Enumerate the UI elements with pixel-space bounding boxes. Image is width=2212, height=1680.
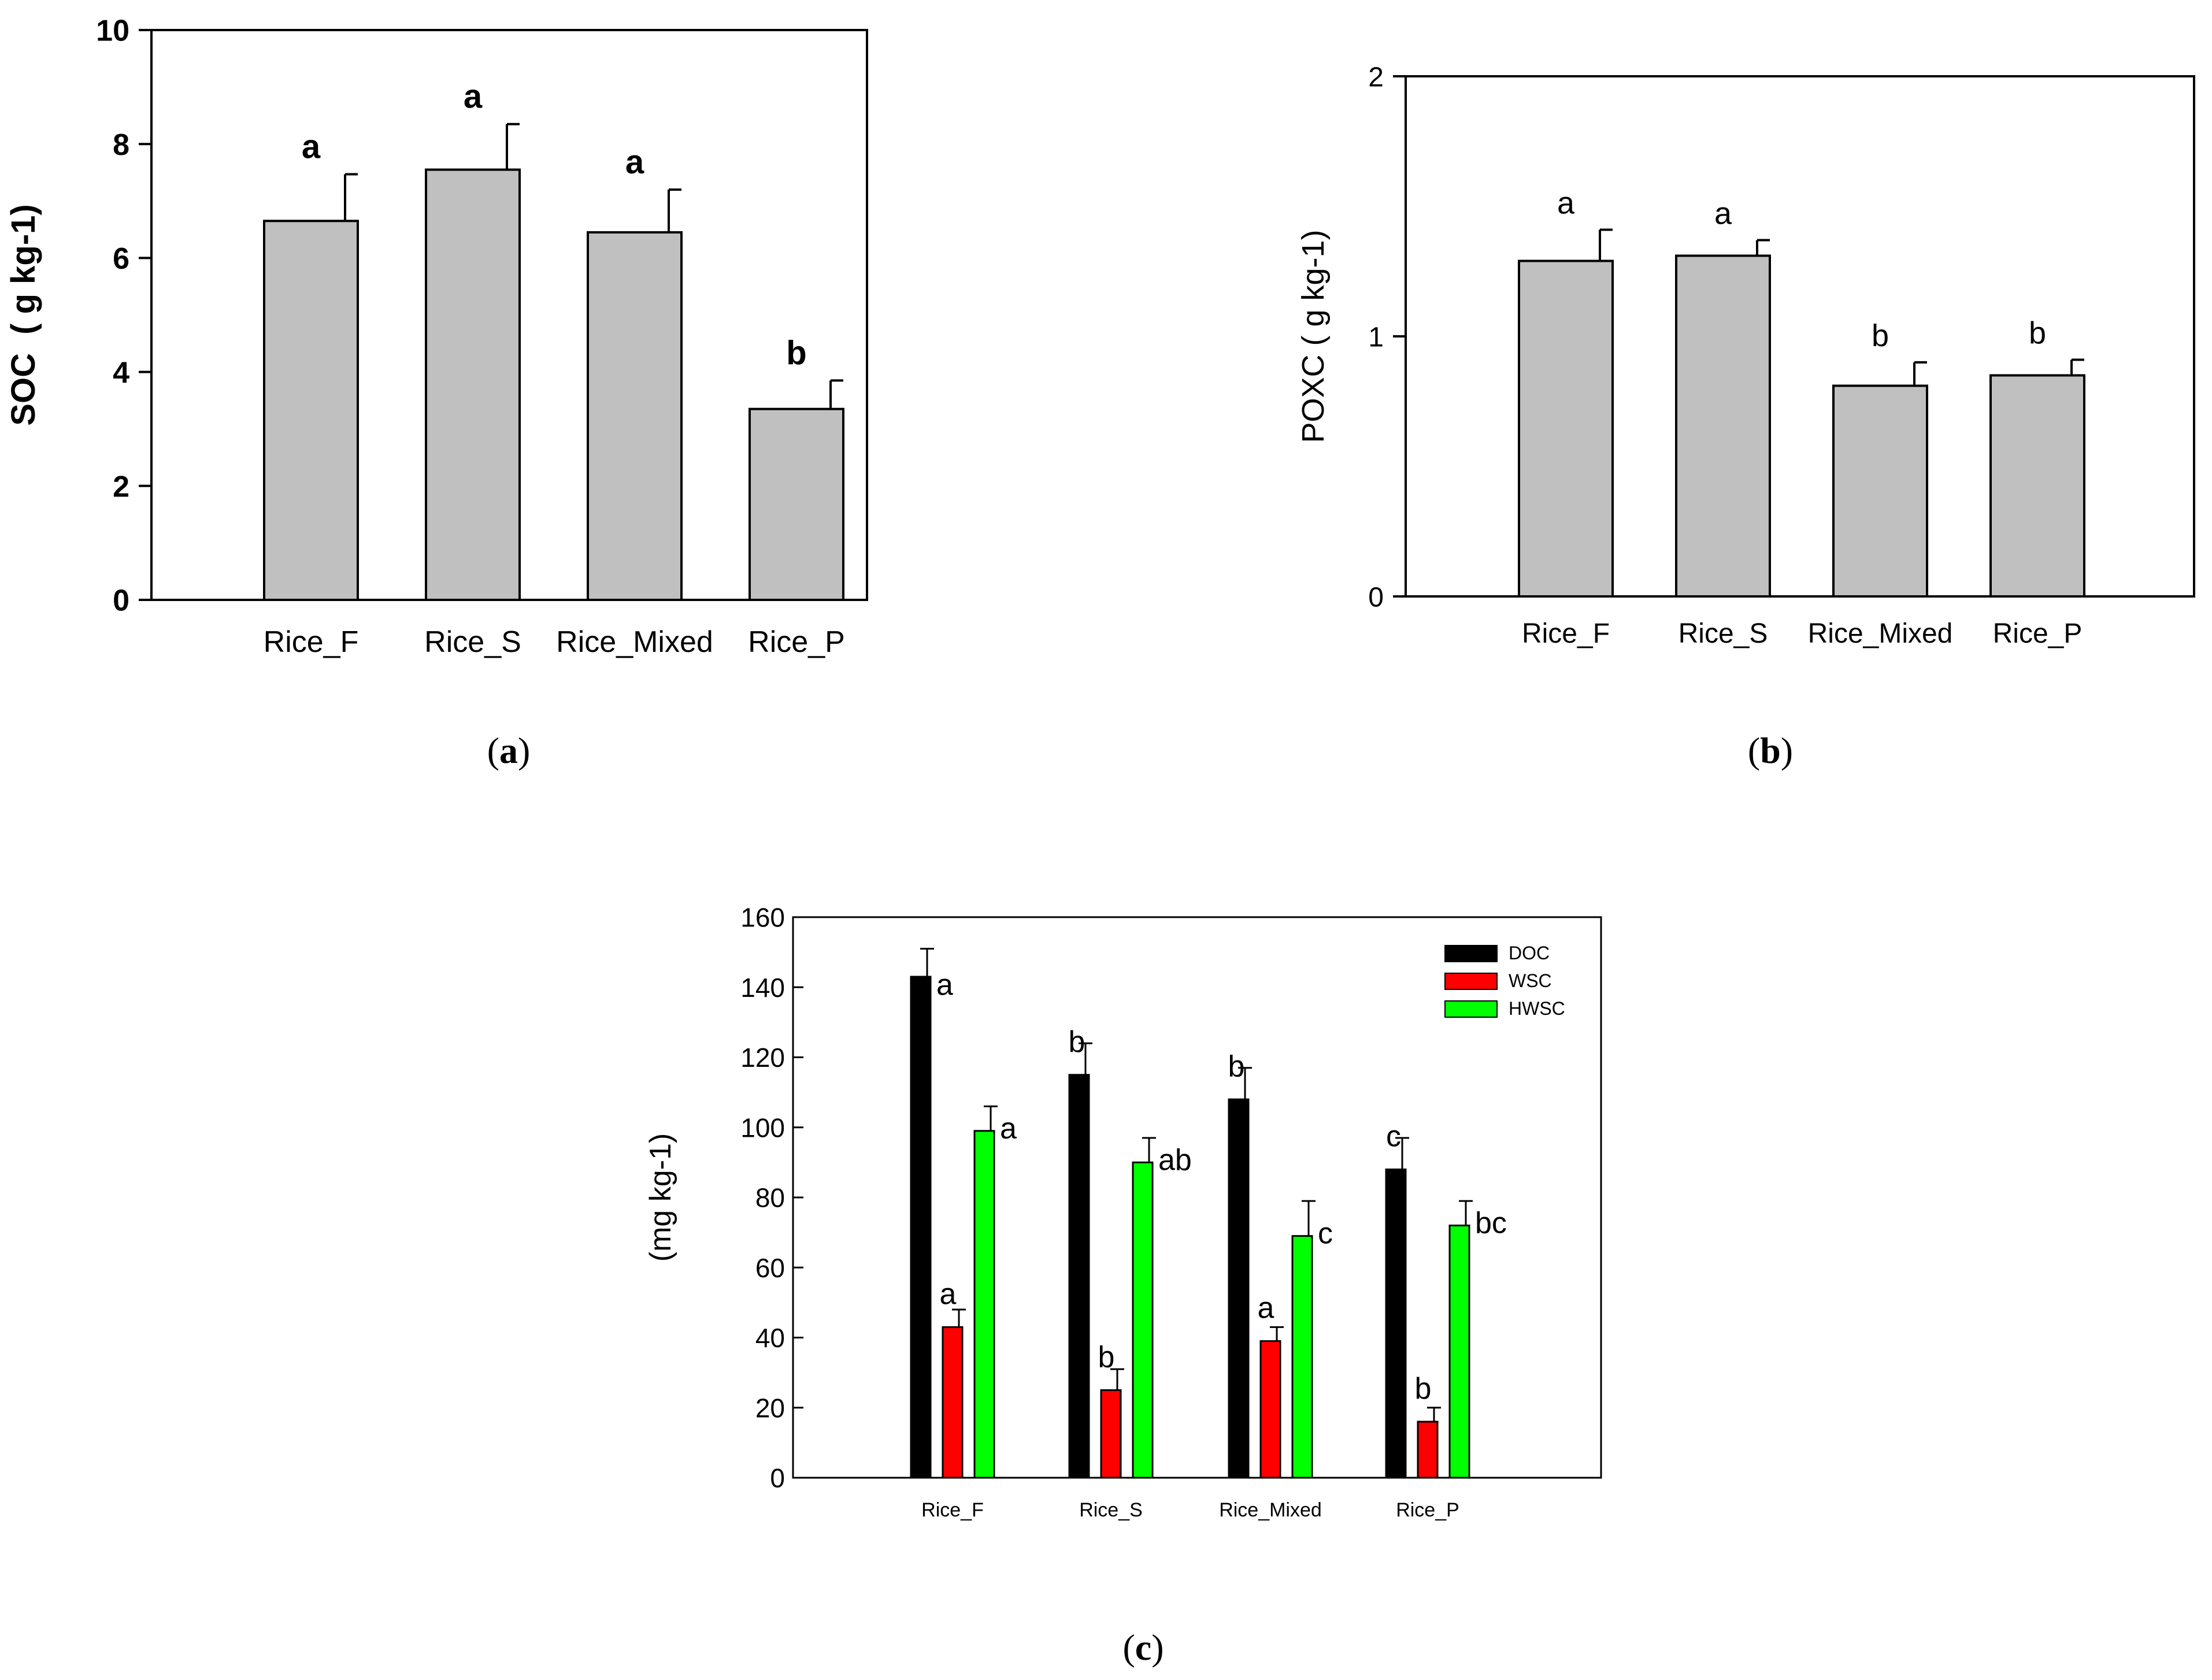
x-tick-label: Rice_S [1079, 1499, 1143, 1521]
significance-letter: ab [1158, 1143, 1192, 1177]
x-tick-label: Rice_F [264, 625, 359, 659]
panel-c-chart: 0 20 40 60 80 100 120 140 160 (mg kg-1) Rice_F Rice… [644, 903, 1602, 1521]
significance-letter: b [1228, 1049, 1245, 1083]
y-tick-label: 100 [740, 1112, 785, 1143]
bar [1675, 254, 1771, 598]
legend-swatch [1444, 973, 1498, 990]
y-tick-label: 2 [1368, 62, 1384, 92]
bar [587, 231, 683, 601]
panel-a-caption: (a) [487, 730, 531, 771]
y-axis-label: (mg kg-1) [644, 1133, 677, 1262]
y-tick-label: 60 [755, 1253, 785, 1283]
y-tick-label: 0 [770, 1463, 785, 1493]
bar [263, 220, 359, 601]
significance-letter: a [936, 968, 953, 1002]
panel-a-letter: a [499, 730, 518, 771]
panel-a-chart: 0 2 4 6 8 10 SOC ( g kg-1) Rice_F Rice_S Rice_Mix… [5, 14, 868, 659]
panel-c-letter: c [1135, 1627, 1151, 1668]
x-tick-label: Rice_P [748, 625, 845, 659]
legend-label: HWSC [1509, 998, 1565, 1019]
x-tick-label: Rice_F [1522, 618, 1610, 649]
significance-letter: b [1415, 1372, 1432, 1405]
y-tick-label: 1 [1368, 322, 1384, 353]
panel-b-caption: (b) [1748, 730, 1793, 771]
x-tick-label: Rice_S [1679, 618, 1768, 649]
y-tick-label: 0 [113, 584, 129, 618]
y-tick-label: 8 [113, 128, 129, 162]
bar [1832, 384, 1928, 598]
significance-letter: b [2029, 316, 2046, 351]
y-tick-label: 6 [113, 242, 129, 276]
legend-swatch [1444, 1000, 1498, 1018]
bar [425, 168, 521, 601]
bar [1068, 1074, 1090, 1479]
y-tick-label: 10 [96, 14, 129, 48]
y-axis-label: SOC ( g kg-1) [5, 204, 42, 425]
panel-b-chart: 0 1 2 POXC ( g kg-1) Rice_F Rice_S Rice_Mixed R… [1296, 62, 2195, 649]
y-tick-label: 20 [755, 1393, 785, 1423]
significance-letter: a [625, 143, 644, 181]
bar [1385, 1169, 1407, 1479]
significance-letter: c [1318, 1217, 1333, 1251]
bar [1259, 1340, 1281, 1479]
significance-letter: c [1386, 1120, 1401, 1154]
x-tick-label: Rice_P [1993, 618, 2083, 649]
x-tick-label: Rice_S [424, 625, 521, 659]
y-tick-label: 0 [1368, 582, 1384, 613]
bar [1417, 1421, 1439, 1479]
bar [1291, 1235, 1313, 1479]
significance-letter: b [1872, 318, 1889, 353]
x-tick-label: Rice_F [921, 1499, 984, 1521]
significance-letter: a [1258, 1292, 1274, 1325]
significance-letter: b [786, 334, 806, 372]
bar [1989, 374, 2085, 598]
bar [910, 976, 932, 1479]
y-tick-label: 120 [740, 1043, 785, 1073]
bar [749, 407, 844, 601]
legend-swatch [1444, 945, 1498, 962]
significance-letter: a [1000, 1112, 1017, 1145]
significance-letter: a [302, 128, 321, 165]
panel-b-letter: b [1760, 730, 1781, 771]
x-tick-label: Rice_Mixed [556, 625, 713, 659]
x-tick-label: Rice_Mixed [1808, 618, 1953, 649]
significance-letter: b [1098, 1340, 1115, 1374]
bar [942, 1326, 964, 1479]
bar [1228, 1098, 1250, 1479]
panel-c-caption: (c) [1122, 1627, 1164, 1668]
significance-letter: a [464, 78, 483, 116]
bar [1518, 259, 1614, 598]
bar [1132, 1161, 1154, 1479]
legend-label: WSC [1509, 970, 1552, 991]
significance-letter: a [1714, 196, 1732, 231]
significance-letter: a [1557, 186, 1575, 221]
legend-label: DOC [1509, 943, 1550, 963]
y-axis-label: POXC ( g kg-1) [1296, 229, 1331, 443]
x-tick-label: Rice_Mixed [1219, 1499, 1322, 1521]
y-tick-label: 160 [740, 903, 785, 933]
y-tick-label: 80 [755, 1183, 785, 1213]
significance-letter: bc [1475, 1207, 1507, 1240]
x-tick-label: Rice_P [1396, 1499, 1459, 1521]
bar [973, 1130, 995, 1479]
bar [1448, 1225, 1470, 1479]
significance-letter: b [1069, 1025, 1085, 1059]
significance-letter: a [940, 1277, 957, 1311]
y-tick-label: 40 [755, 1323, 785, 1353]
y-tick-label: 2 [113, 470, 129, 504]
y-tick-label: 140 [740, 973, 785, 1003]
bar [1100, 1389, 1122, 1479]
y-tick-label: 4 [113, 356, 129, 390]
